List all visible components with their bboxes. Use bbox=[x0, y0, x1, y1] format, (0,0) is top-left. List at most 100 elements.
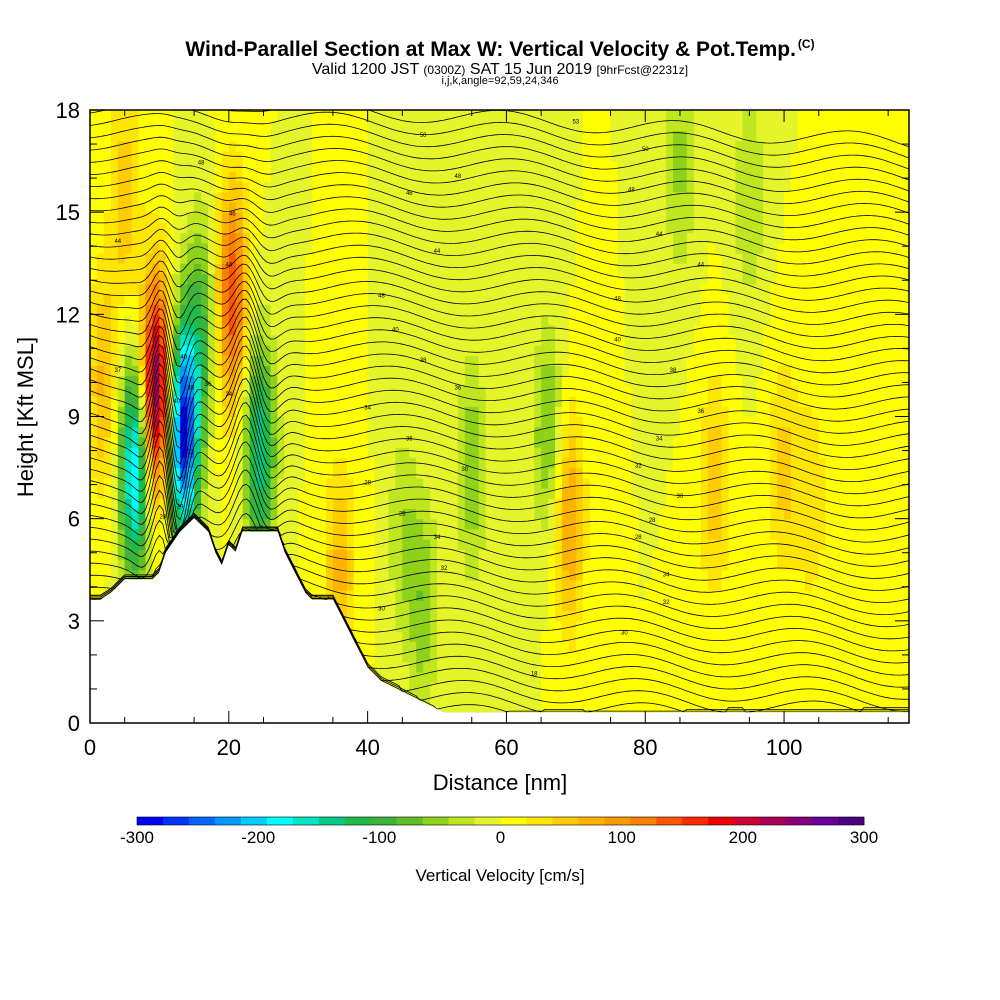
velocity-cell bbox=[249, 488, 258, 499]
velocity-cell bbox=[367, 222, 376, 234]
velocity-cell bbox=[263, 498, 272, 510]
velocity-cell bbox=[548, 651, 556, 663]
velocity-cell bbox=[575, 671, 584, 683]
velocity-cell bbox=[207, 344, 216, 356]
velocity-cell bbox=[506, 232, 514, 244]
velocity-cell bbox=[659, 528, 667, 540]
velocity-cell bbox=[270, 375, 278, 387]
velocity-cell bbox=[90, 396, 98, 407]
velocity-cell bbox=[325, 498, 334, 510]
velocity-cell bbox=[589, 212, 598, 223]
velocity-cell bbox=[534, 590, 542, 601]
velocity-cell bbox=[541, 201, 549, 213]
velocity-cell bbox=[332, 590, 341, 601]
velocity-cell bbox=[659, 447, 667, 458]
velocity-cell bbox=[638, 130, 646, 142]
velocity-cell bbox=[305, 150, 313, 162]
velocity-cell bbox=[450, 385, 459, 397]
velocity-cell bbox=[131, 508, 140, 520]
velocity-cell bbox=[291, 344, 299, 356]
velocity-cell bbox=[96, 283, 105, 295]
velocity-cell bbox=[430, 549, 438, 561]
velocity-cell bbox=[228, 201, 237, 213]
velocity-cell bbox=[221, 273, 230, 285]
velocity-cell bbox=[471, 549, 480, 561]
velocity-cell bbox=[409, 508, 417, 520]
velocity-cell bbox=[506, 702, 514, 714]
velocity-cell bbox=[194, 263, 202, 275]
velocity-cell bbox=[201, 334, 209, 346]
velocity-cell bbox=[513, 406, 521, 418]
velocity-cell bbox=[534, 365, 542, 377]
velocity-cell bbox=[332, 375, 341, 387]
velocity-cell bbox=[603, 447, 612, 458]
velocity-cell bbox=[457, 334, 466, 346]
velocity-cell bbox=[277, 263, 285, 275]
velocity-cell bbox=[194, 508, 202, 520]
velocity-cell bbox=[610, 661, 619, 673]
chart-subtitle: Valid 1200 JST (0300Z) SAT 15 Jun 2019 [… bbox=[0, 61, 1000, 79]
velocity-cell bbox=[277, 385, 285, 397]
velocity-cell bbox=[360, 477, 369, 489]
velocity-cell bbox=[96, 324, 105, 336]
velocity-cell bbox=[124, 140, 133, 152]
velocity-cell bbox=[541, 651, 549, 663]
velocity-cell bbox=[256, 477, 265, 489]
velocity-cell bbox=[242, 263, 251, 275]
velocity-cell bbox=[631, 651, 639, 663]
velocity-cell bbox=[645, 120, 653, 132]
velocity-cell bbox=[450, 191, 459, 203]
velocity-cell bbox=[298, 283, 306, 295]
velocity-cell bbox=[298, 436, 306, 448]
velocity-cell bbox=[561, 334, 570, 346]
velocity-cell bbox=[201, 273, 209, 285]
velocity-cell bbox=[270, 355, 278, 367]
velocity-cell bbox=[534, 355, 542, 367]
velocity-cell bbox=[353, 620, 362, 632]
velocity-cell bbox=[638, 569, 646, 581]
velocity-cell bbox=[90, 110, 98, 121]
velocity-cell bbox=[381, 344, 390, 356]
velocity-cell bbox=[416, 181, 424, 193]
velocity-cell bbox=[263, 222, 272, 234]
velocity-cell bbox=[520, 314, 528, 326]
velocity-cell bbox=[603, 549, 612, 561]
velocity-cell bbox=[319, 293, 327, 305]
velocity-cell bbox=[534, 641, 542, 653]
velocity-cell bbox=[582, 600, 591, 612]
velocity-cell bbox=[221, 304, 230, 315]
velocity-cell bbox=[506, 150, 514, 162]
velocity-cell bbox=[228, 120, 237, 132]
velocity-cell bbox=[214, 508, 223, 520]
velocity-cell bbox=[603, 416, 612, 428]
velocity-cell bbox=[443, 559, 452, 571]
velocity-cell bbox=[180, 253, 188, 264]
velocity-cell bbox=[513, 600, 521, 612]
velocity-cell bbox=[312, 130, 320, 142]
velocity-cell bbox=[124, 447, 133, 458]
velocity-cell bbox=[166, 212, 174, 223]
velocity-cell bbox=[339, 569, 348, 581]
velocity-cell bbox=[228, 283, 237, 295]
velocity-cell bbox=[388, 590, 396, 601]
velocity-cell bbox=[96, 171, 105, 183]
velocity-cell bbox=[520, 171, 528, 183]
velocity-cell bbox=[589, 651, 598, 663]
velocity-cell bbox=[506, 242, 514, 254]
velocity-cell bbox=[575, 620, 584, 632]
velocity-cell bbox=[90, 150, 98, 162]
velocity-cell bbox=[381, 120, 390, 132]
velocity-cell bbox=[145, 130, 154, 142]
velocity-cell bbox=[638, 150, 646, 162]
velocity-cell bbox=[353, 426, 362, 438]
velocity-cell bbox=[652, 171, 660, 183]
velocity-cell bbox=[499, 610, 508, 622]
velocity-cell bbox=[423, 436, 431, 448]
velocity-cell bbox=[610, 426, 619, 438]
velocity-cell bbox=[478, 385, 487, 397]
velocity-cell bbox=[464, 150, 473, 162]
velocity-cell bbox=[346, 590, 355, 601]
velocity-cell bbox=[235, 344, 244, 356]
velocity-cell bbox=[485, 161, 494, 172]
velocity-cell bbox=[305, 365, 313, 377]
